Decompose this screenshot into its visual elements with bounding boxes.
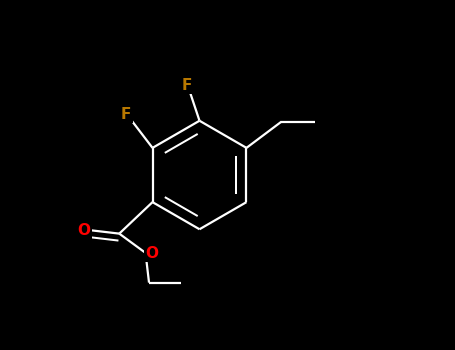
- Text: F: F: [182, 78, 192, 92]
- Text: F: F: [121, 107, 131, 122]
- Text: O: O: [77, 223, 91, 238]
- Text: O: O: [145, 246, 158, 261]
